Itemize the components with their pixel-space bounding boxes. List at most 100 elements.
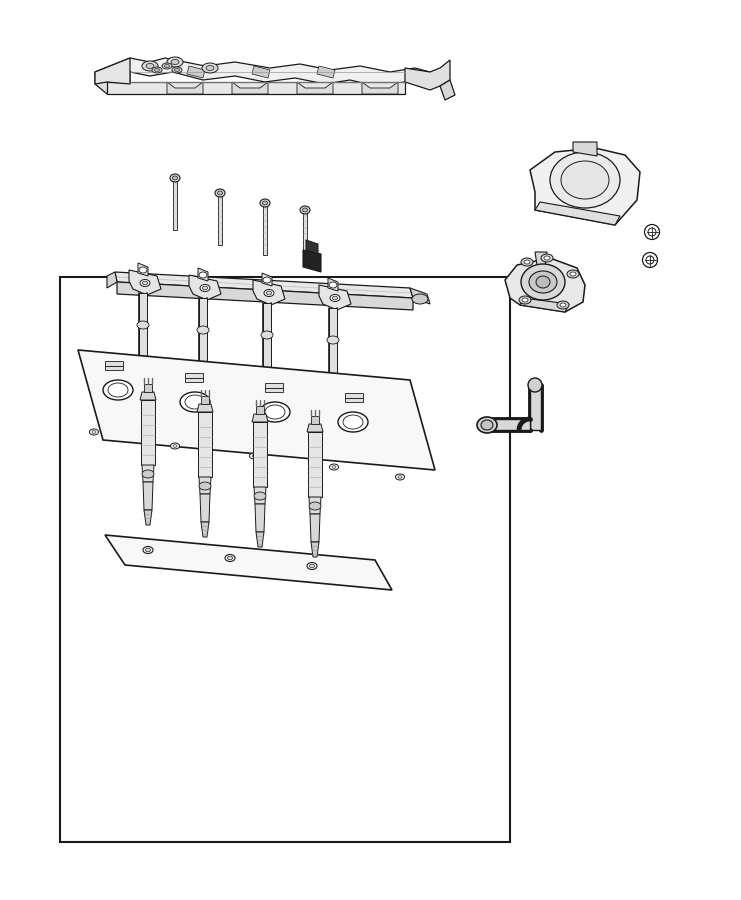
Polygon shape — [252, 66, 270, 78]
Ellipse shape — [254, 492, 266, 500]
Ellipse shape — [550, 152, 620, 208]
Polygon shape — [252, 414, 268, 422]
Polygon shape — [307, 424, 323, 432]
Ellipse shape — [642, 253, 657, 267]
Ellipse shape — [260, 402, 290, 422]
Polygon shape — [254, 487, 266, 504]
Ellipse shape — [250, 453, 259, 459]
Ellipse shape — [142, 61, 158, 71]
Polygon shape — [142, 465, 154, 482]
Ellipse shape — [521, 258, 533, 266]
Polygon shape — [200, 494, 210, 522]
Polygon shape — [262, 273, 272, 286]
Ellipse shape — [215, 189, 225, 197]
Bar — [60, 277, 510, 842]
Polygon shape — [263, 205, 267, 255]
Ellipse shape — [645, 224, 659, 239]
Ellipse shape — [302, 208, 308, 212]
Ellipse shape — [412, 294, 428, 304]
Ellipse shape — [167, 57, 183, 67]
Polygon shape — [303, 212, 307, 262]
Ellipse shape — [267, 292, 271, 295]
Polygon shape — [198, 268, 208, 281]
Ellipse shape — [310, 564, 314, 568]
Bar — [105, 361, 123, 366]
Polygon shape — [311, 416, 319, 424]
Ellipse shape — [262, 201, 268, 205]
Polygon shape — [107, 82, 405, 94]
Ellipse shape — [536, 276, 550, 288]
Polygon shape — [410, 288, 430, 304]
Polygon shape — [95, 72, 130, 94]
Polygon shape — [187, 66, 205, 78]
Polygon shape — [308, 432, 322, 497]
Polygon shape — [78, 350, 435, 470]
Polygon shape — [297, 82, 333, 94]
Polygon shape — [95, 58, 430, 86]
Polygon shape — [306, 240, 318, 254]
Bar — [345, 393, 363, 398]
Ellipse shape — [92, 430, 96, 434]
Ellipse shape — [309, 502, 321, 510]
Ellipse shape — [524, 260, 530, 264]
Polygon shape — [189, 275, 221, 300]
Ellipse shape — [338, 412, 368, 432]
Ellipse shape — [521, 264, 565, 300]
Ellipse shape — [307, 562, 317, 570]
Polygon shape — [144, 384, 152, 392]
Polygon shape — [95, 58, 130, 84]
Ellipse shape — [142, 470, 154, 478]
Ellipse shape — [330, 464, 339, 470]
Bar — [105, 366, 123, 370]
Ellipse shape — [522, 298, 528, 302]
Polygon shape — [253, 280, 285, 305]
Ellipse shape — [199, 482, 211, 490]
Ellipse shape — [300, 206, 310, 214]
Polygon shape — [144, 510, 152, 525]
Polygon shape — [535, 252, 547, 265]
Ellipse shape — [567, 270, 579, 278]
Bar — [265, 388, 283, 392]
Polygon shape — [141, 400, 155, 465]
Ellipse shape — [646, 256, 654, 264]
Ellipse shape — [333, 296, 337, 300]
Polygon shape — [167, 82, 203, 94]
Polygon shape — [107, 272, 117, 288]
Polygon shape — [311, 542, 319, 557]
Ellipse shape — [225, 554, 235, 562]
Ellipse shape — [260, 199, 270, 207]
Ellipse shape — [90, 429, 99, 435]
Ellipse shape — [557, 301, 569, 309]
Ellipse shape — [330, 294, 340, 302]
Ellipse shape — [519, 296, 531, 304]
Ellipse shape — [264, 290, 274, 296]
Ellipse shape — [139, 267, 147, 273]
Ellipse shape — [180, 392, 210, 412]
Ellipse shape — [648, 228, 656, 236]
Polygon shape — [405, 60, 450, 90]
Ellipse shape — [528, 378, 542, 392]
Ellipse shape — [261, 331, 273, 339]
Ellipse shape — [200, 284, 210, 292]
Polygon shape — [199, 298, 207, 370]
Polygon shape — [317, 66, 335, 78]
Polygon shape — [140, 392, 156, 400]
Polygon shape — [198, 412, 212, 477]
Polygon shape — [255, 504, 265, 532]
Ellipse shape — [137, 321, 149, 329]
Ellipse shape — [263, 277, 271, 283]
Polygon shape — [263, 303, 271, 375]
Ellipse shape — [544, 256, 550, 260]
Ellipse shape — [172, 67, 182, 73]
Polygon shape — [256, 406, 264, 414]
Polygon shape — [573, 142, 597, 156]
Polygon shape — [329, 308, 337, 380]
Polygon shape — [535, 202, 620, 225]
Ellipse shape — [329, 282, 337, 288]
Ellipse shape — [481, 420, 493, 430]
Ellipse shape — [560, 303, 566, 307]
Ellipse shape — [173, 176, 178, 180]
Ellipse shape — [146, 64, 154, 68]
Polygon shape — [490, 419, 530, 430]
Ellipse shape — [218, 191, 222, 195]
